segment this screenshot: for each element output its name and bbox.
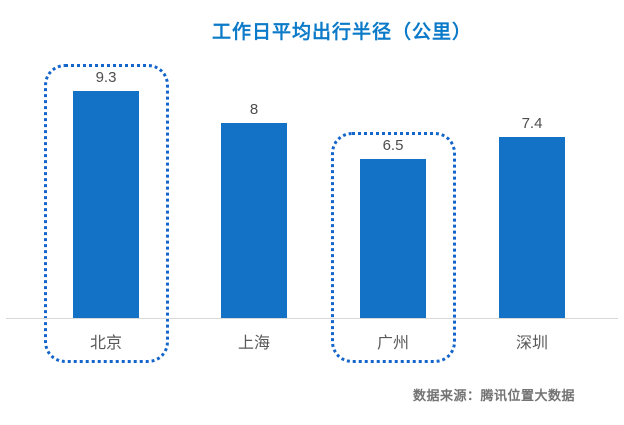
bar-value-label: 8 <box>249 101 259 118</box>
bar-category-label: 深圳 <box>515 335 548 352</box>
bar-3 <box>360 159 426 318</box>
chart-title: 工作日平均出行半径（公里） <box>211 22 472 43</box>
bar-value-label: 6.5 <box>382 137 404 154</box>
bar-value-label: 7.4 <box>521 115 543 132</box>
bar-category-label: 广州 <box>376 335 409 352</box>
bar-value-label: 9.3 <box>95 69 117 86</box>
x-axis-line <box>6 318 618 319</box>
bar-category-label: 上海 <box>237 335 270 352</box>
data-source-note: 数据来源：腾讯位置大数据 <box>412 388 575 403</box>
bar-4 <box>499 137 565 318</box>
bar-1 <box>73 91 139 318</box>
highlight-box-3 <box>330 132 456 363</box>
highlight-box-1 <box>43 64 169 363</box>
bar-2 <box>221 123 287 318</box>
bar-category-label: 北京 <box>89 335 122 352</box>
